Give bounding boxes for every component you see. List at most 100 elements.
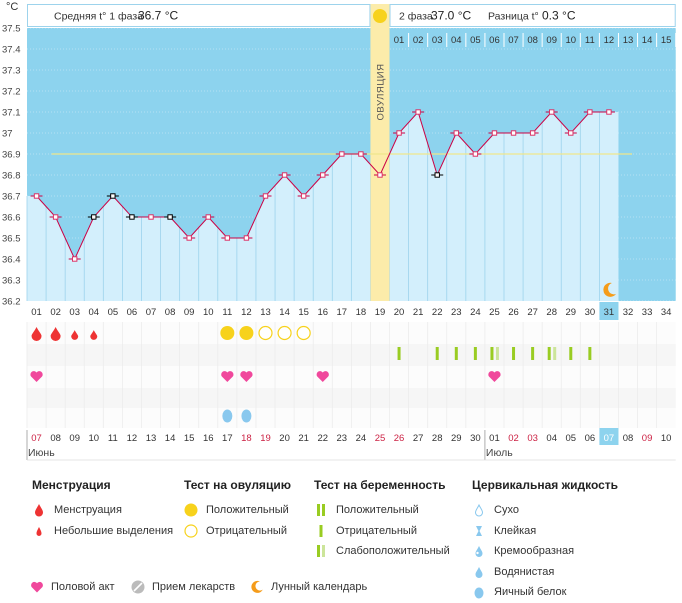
cycle-day-label: 08 [165,307,176,318]
intercourse-heart [30,371,43,382]
y-tick-label: 37.2 [2,87,21,98]
cycle-day-label: 12 [241,307,252,318]
legend-cervical-eggwhite: Яичный белок [494,586,567,599]
phase2-day-label: 08 [527,35,538,46]
temperature-column [198,217,218,301]
temperature-point [472,151,479,157]
dry-icon [472,503,486,517]
phase2-day-label: 03 [432,35,443,46]
date-label: 03 [527,433,538,444]
date-label: 09 [69,433,80,444]
date-label: 10 [661,433,672,444]
temperature-point [110,193,116,199]
temperature-column [179,227,199,301]
date-label: 08 [50,433,61,444]
legend-medication-label: Прием лекарств [152,581,236,593]
temperature-column [523,122,543,301]
cycle-day-label: 25 [489,307,500,318]
date-label: 23 [337,433,348,444]
drop-big-icon [32,503,46,517]
pregnancy-test-bar [547,347,551,360]
legend-ov-negative: Отрицательный [206,524,287,537]
cycle-day-label: 15 [298,307,309,318]
temperature-column [351,154,371,301]
y-tick-label: 36.6 [2,213,21,224]
date-label: 06 [585,433,596,444]
today-date-highlight [599,428,619,445]
date-label: 15 [184,433,195,444]
cycle-day-label: 31 [604,307,615,318]
date-label: 17 [222,433,233,444]
temperature-column [332,154,352,301]
legend-pregnancy-test: Тест на беременность Положительный Отриц… [314,478,450,562]
cycle-day-label: 34 [661,307,672,318]
pregnancy-test-weak-bar [495,347,499,360]
temperature-point [243,235,250,241]
y-tick-label: 37.1 [2,108,21,119]
temperature-column [313,164,333,301]
date-label: 04 [546,433,557,444]
cycle-day-label: 26 [508,307,519,318]
cycle-day-label: 10 [203,307,214,318]
temperature-column [389,122,409,301]
cycle-day-label: 11 [222,307,232,318]
phase2-day-label: 06 [489,35,500,46]
date-label: 22 [317,433,328,444]
temperature-column [561,122,581,301]
heart-icon [30,580,44,594]
month-label: Июль [486,447,513,459]
date-row: 07 08 09 10 11 12 13 14 15 16 17 18 19 20 21 22 23 24 25 26… [26,428,676,461]
temperature-column [27,196,47,301]
temperature-point [224,235,231,241]
pill-icon [131,580,145,594]
cycle-day-label: 21 [413,307,424,318]
legend-cervical-dry: Сухо [494,504,519,517]
phase2-day-label: 05 [470,35,481,46]
watery-icon [472,565,486,579]
moon-icon [250,580,264,594]
temperature-point [377,172,383,178]
temperature-point [167,214,173,220]
intercourse-heart [240,371,253,382]
phase2-day-label: 09 [546,35,557,46]
temperature-point [129,214,135,220]
phase2-day-label: 11 [585,35,595,46]
date-label: 13 [146,433,157,444]
diff-value: 0.3 °C [542,9,576,23]
date-label: 27 [413,433,424,444]
y-tick-label: 36.8 [2,171,21,182]
temperature-point [72,256,78,262]
egg-white-icon [472,585,486,599]
temperature-column [542,112,562,301]
temperature-point [529,130,536,136]
legend-cervical: Цервикальная жидкость Сухо Клейкая Кремо… [472,478,618,603]
date-label: 11 [108,433,118,444]
cycle-day-label: 05 [108,307,119,318]
temperature-column [484,133,504,301]
cycle-day-label: 09 [184,307,195,318]
date-label: 16 [203,433,214,444]
temperature-point [300,193,307,199]
temperature-column [46,206,66,301]
temperature-point [549,109,555,115]
temperature-point [186,235,192,241]
temperature-column [408,112,428,301]
date-label: 29 [451,433,462,444]
marker-rows [26,322,676,428]
legend-pregnancy-title: Тест на беременность [314,478,446,492]
today-cycle-highlight [599,302,619,320]
temperature-point [434,172,440,178]
phase1-box [27,4,371,27]
date-label: 12 [127,433,138,444]
temperature-point [262,193,269,199]
intercourse-heart [221,371,234,382]
double-bar-icon [314,503,328,517]
phase2-day-label: 02 [413,35,424,46]
plot-area: ОВУЛЯЦИЯ [26,4,676,302]
date-label: 21 [298,433,309,444]
y-tick-label: 37.3 [2,66,21,77]
cycle-day-label: 18 [356,307,367,318]
ovulation-label: ОВУЛЯЦИЯ [375,64,386,121]
date-label: 14 [165,433,176,444]
